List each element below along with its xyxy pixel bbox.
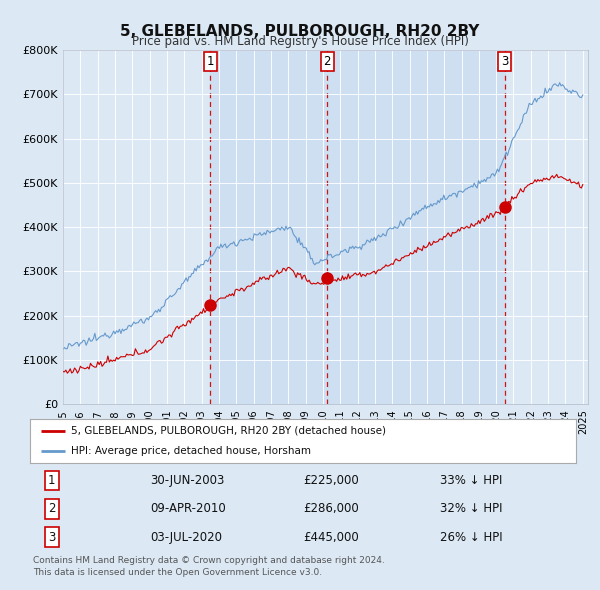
Text: Price paid vs. HM Land Registry's House Price Index (HPI): Price paid vs. HM Land Registry's House …: [131, 35, 469, 48]
Bar: [327, 50, 505, 404]
Text: 03-JUL-2020: 03-JUL-2020: [150, 530, 222, 543]
Text: 3: 3: [48, 530, 56, 543]
Text: 2: 2: [48, 502, 56, 516]
Text: 33% ↓ HPI: 33% ↓ HPI: [439, 474, 502, 487]
Text: £445,000: £445,000: [303, 530, 359, 543]
Text: £286,000: £286,000: [303, 502, 359, 516]
Text: 1: 1: [48, 474, 56, 487]
Text: 32% ↓ HPI: 32% ↓ HPI: [439, 502, 502, 516]
Text: Contains HM Land Registry data © Crown copyright and database right 2024.
This d: Contains HM Land Registry data © Crown c…: [33, 556, 385, 576]
Text: 5, GLEBELANDS, PULBOROUGH, RH20 2BY (detached house): 5, GLEBELANDS, PULBOROUGH, RH20 2BY (det…: [71, 426, 386, 436]
Text: 1: 1: [206, 55, 214, 68]
Bar: [210, 50, 327, 404]
Text: £225,000: £225,000: [303, 474, 359, 487]
Text: 09-APR-2010: 09-APR-2010: [150, 502, 226, 516]
Text: HPI: Average price, detached house, Horsham: HPI: Average price, detached house, Hors…: [71, 446, 311, 456]
Text: 30-JUN-2003: 30-JUN-2003: [150, 474, 224, 487]
Text: 5, GLEBELANDS, PULBOROUGH, RH20 2BY: 5, GLEBELANDS, PULBOROUGH, RH20 2BY: [121, 24, 479, 38]
Text: 2: 2: [323, 55, 331, 68]
Text: 3: 3: [501, 55, 509, 68]
Text: 26% ↓ HPI: 26% ↓ HPI: [439, 530, 502, 543]
